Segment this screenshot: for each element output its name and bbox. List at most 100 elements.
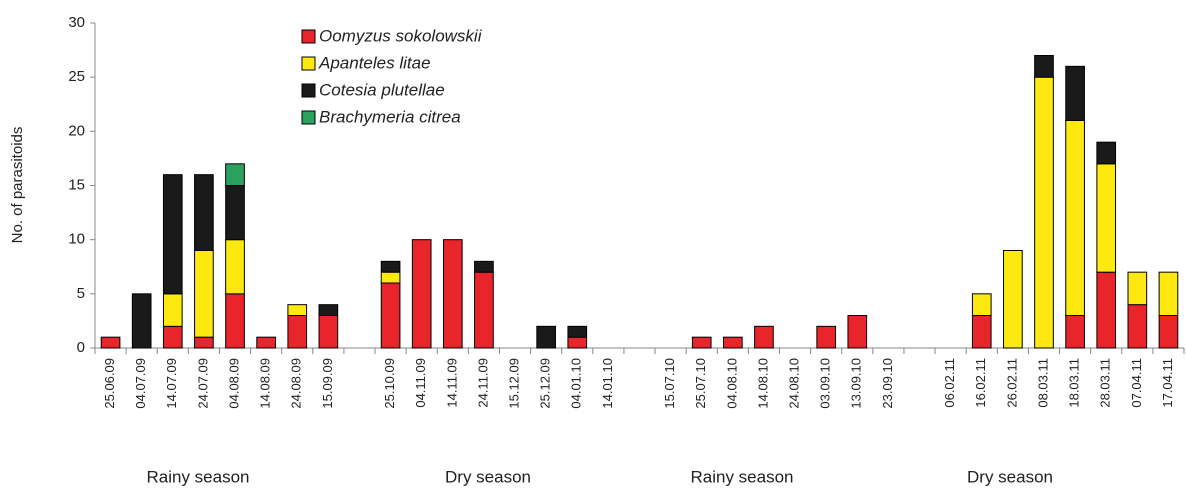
bar-segment: [1065, 120, 1085, 316]
x-tick-label: 16.02.11: [973, 358, 988, 408]
x-tick-label: 14.11.09: [444, 358, 459, 408]
bar-segment: [225, 239, 245, 295]
bar-segment: [162, 293, 183, 327]
y-tick-label: 30: [68, 14, 85, 31]
bar-segment: [318, 304, 339, 316]
x-tick-label: 15.07.10: [662, 358, 677, 409]
y-tick-label: 10: [68, 231, 85, 248]
x-tick-label: 08.03.11: [1035, 358, 1050, 408]
x-tick-label: 03.09.10: [818, 358, 833, 409]
bar-segment: [691, 336, 712, 349]
legend-swatch: [301, 56, 316, 71]
bar-segment: [474, 260, 494, 273]
bar-segment: [225, 293, 245, 349]
y-tick-label: 15: [68, 176, 85, 193]
y-tick-label: 25: [68, 68, 85, 85]
x-tick-label: 24.11.09: [475, 358, 490, 408]
x-tick-label: 04.11.09: [413, 358, 428, 408]
legend-label: Cotesia plutellae: [319, 80, 445, 99]
bar-segment: [1034, 55, 1054, 78]
bar-segment: [754, 325, 774, 349]
x-tick-label: 17.04.11: [1160, 358, 1175, 408]
bar-segment: [1096, 141, 1117, 165]
legend-swatch: [301, 83, 316, 98]
bar-segment: [1034, 76, 1054, 349]
bar-segment: [194, 174, 214, 252]
bar-segment: [225, 163, 245, 186]
bar-segment: [847, 315, 868, 349]
bar-segment: [536, 325, 556, 349]
bar-segment: [1065, 65, 1085, 122]
legend-swatch: [301, 110, 316, 125]
x-tick-label: 18.03.11: [1067, 358, 1082, 408]
legend-swatch: [301, 29, 316, 44]
bar-segment: [567, 325, 588, 338]
bar-segment: [194, 336, 214, 349]
bar-segment: [1158, 315, 1179, 349]
bar-segment: [723, 336, 743, 349]
x-tick-label: 14.08.09: [258, 358, 273, 409]
bar-segment: [971, 315, 992, 349]
y-tick-label: 0: [77, 339, 85, 356]
y-tick-label: 5: [77, 285, 85, 302]
bar-segment: [162, 174, 183, 295]
x-tick-label: 04.08.09: [226, 358, 241, 409]
bar-segment: [380, 271, 401, 284]
legend-label: Brachymeria citrea: [319, 107, 461, 126]
x-tick-label: 14.07.09: [164, 358, 179, 409]
bar-segment: [411, 239, 432, 349]
x-tick-label: 24.08.10: [787, 358, 802, 409]
x-tick-label: 14.08.10: [755, 358, 770, 409]
x-tick-label: 25.06.09: [102, 358, 117, 409]
bar-segment: [380, 282, 401, 349]
x-tick-label: 04.08.10: [724, 358, 739, 409]
bar-segment: [162, 325, 183, 349]
legend-label: Oomyzus sokolowskii: [319, 26, 483, 45]
bar-segment: [1065, 315, 1085, 349]
x-tick-label: 15.12.09: [506, 358, 521, 409]
bar-segment: [100, 336, 121, 349]
season-label: Dry season: [967, 467, 1053, 486]
x-tick-label: 04.07.09: [133, 358, 148, 409]
bar-segment: [1003, 250, 1023, 349]
bar-segment: [225, 185, 245, 241]
x-tick-label: 14.01.10: [600, 358, 615, 409]
bar-segment: [287, 304, 308, 316]
x-tick-label: 25.07.10: [693, 358, 708, 409]
bar-segment: [1127, 304, 1148, 349]
bar-segment: [318, 315, 339, 349]
bar-segment: [442, 239, 463, 349]
bar-segment: [1158, 271, 1179, 316]
bar-segment: [287, 315, 308, 349]
x-tick-label: 15.09.09: [320, 358, 335, 409]
x-tick-label: 28.03.11: [1098, 358, 1113, 408]
x-tick-label: 25.10.09: [382, 358, 397, 409]
bar-segment: [1127, 271, 1148, 306]
x-tick-label: 04.01.10: [569, 358, 584, 409]
season-label: Rainy season: [146, 467, 249, 486]
x-tick-label: 24.07.09: [195, 358, 210, 409]
x-tick-label: 25.12.09: [538, 358, 553, 409]
x-tick-label: 07.04.11: [1129, 358, 1144, 408]
bar-segment: [971, 293, 992, 317]
x-tick-label: 23.09.10: [880, 358, 895, 409]
bar-segment: [1096, 163, 1117, 273]
bar-segment: [380, 260, 401, 273]
season-label: Rainy season: [690, 467, 793, 486]
bar-segment: [131, 293, 152, 349]
bar-segment: [256, 336, 276, 349]
bar-segment: [474, 271, 494, 349]
y-tick-label: 20: [68, 122, 85, 139]
bar-segment: [194, 250, 214, 338]
y-axis-label: No. of parasitoids: [9, 127, 26, 244]
x-tick-label: 13.09.10: [849, 358, 864, 409]
season-label: Dry season: [445, 467, 531, 486]
bar-segment: [567, 336, 588, 349]
x-tick-label: 24.08.09: [289, 358, 304, 409]
bar-segment: [1096, 271, 1117, 349]
x-tick-label: 06.02.11: [942, 358, 957, 408]
bar-segment: [816, 325, 837, 349]
legend-label: Apanteles litae: [318, 53, 431, 72]
x-tick-label: 26.02.11: [1004, 358, 1019, 408]
